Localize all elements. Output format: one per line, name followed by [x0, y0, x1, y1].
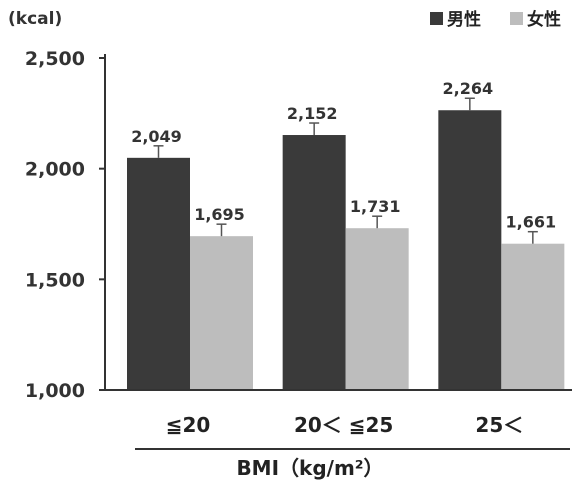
y-tick-label: 1,000: [25, 380, 85, 402]
legend: 男性 女性: [430, 9, 561, 30]
y-axis: 1,000 1,500 2,000 2,500: [25, 48, 106, 402]
bar: [345, 228, 409, 390]
legend-swatch: [510, 12, 523, 25]
data-label: 1,695: [194, 205, 245, 224]
data-label: 2,049: [131, 127, 182, 146]
legend-label: 女性: [527, 9, 561, 30]
x-axis-title: BMI（kg/m²）: [236, 456, 383, 480]
y-tick-label: 2,500: [25, 48, 85, 70]
data-label: 1,661: [506, 213, 557, 232]
x-axis: ≦20 20＜ ≦25 25＜: [105, 389, 572, 450]
y-tick-label: 2,000: [25, 159, 85, 181]
bar: [282, 135, 346, 390]
bar: [438, 110, 502, 390]
x-category-label: 20＜ ≦25: [294, 413, 393, 437]
bar: [190, 236, 253, 390]
legend-label: 男性: [447, 9, 481, 30]
bar: [501, 243, 565, 390]
bar: [127, 157, 190, 390]
legend-swatch: [430, 12, 443, 25]
x-category-label: ≦20: [166, 413, 211, 437]
data-label: 1,731: [350, 197, 401, 216]
bars: 2,049 1,695 2,152 1,731 2,264 1,661: [127, 79, 565, 390]
y-tick-label: 1,500: [25, 269, 85, 291]
x-category-label: 25＜: [475, 413, 523, 437]
data-label: 2,264: [443, 79, 494, 98]
data-label: 2,152: [287, 104, 338, 123]
y-unit-label: (kcal): [8, 9, 62, 29]
